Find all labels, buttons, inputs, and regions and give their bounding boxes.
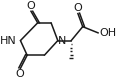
- Text: OH: OH: [99, 28, 117, 38]
- Text: O: O: [16, 69, 24, 79]
- Text: N: N: [58, 36, 67, 46]
- Text: O: O: [27, 1, 35, 11]
- Text: HN: HN: [0, 36, 17, 46]
- Text: O: O: [73, 3, 82, 13]
